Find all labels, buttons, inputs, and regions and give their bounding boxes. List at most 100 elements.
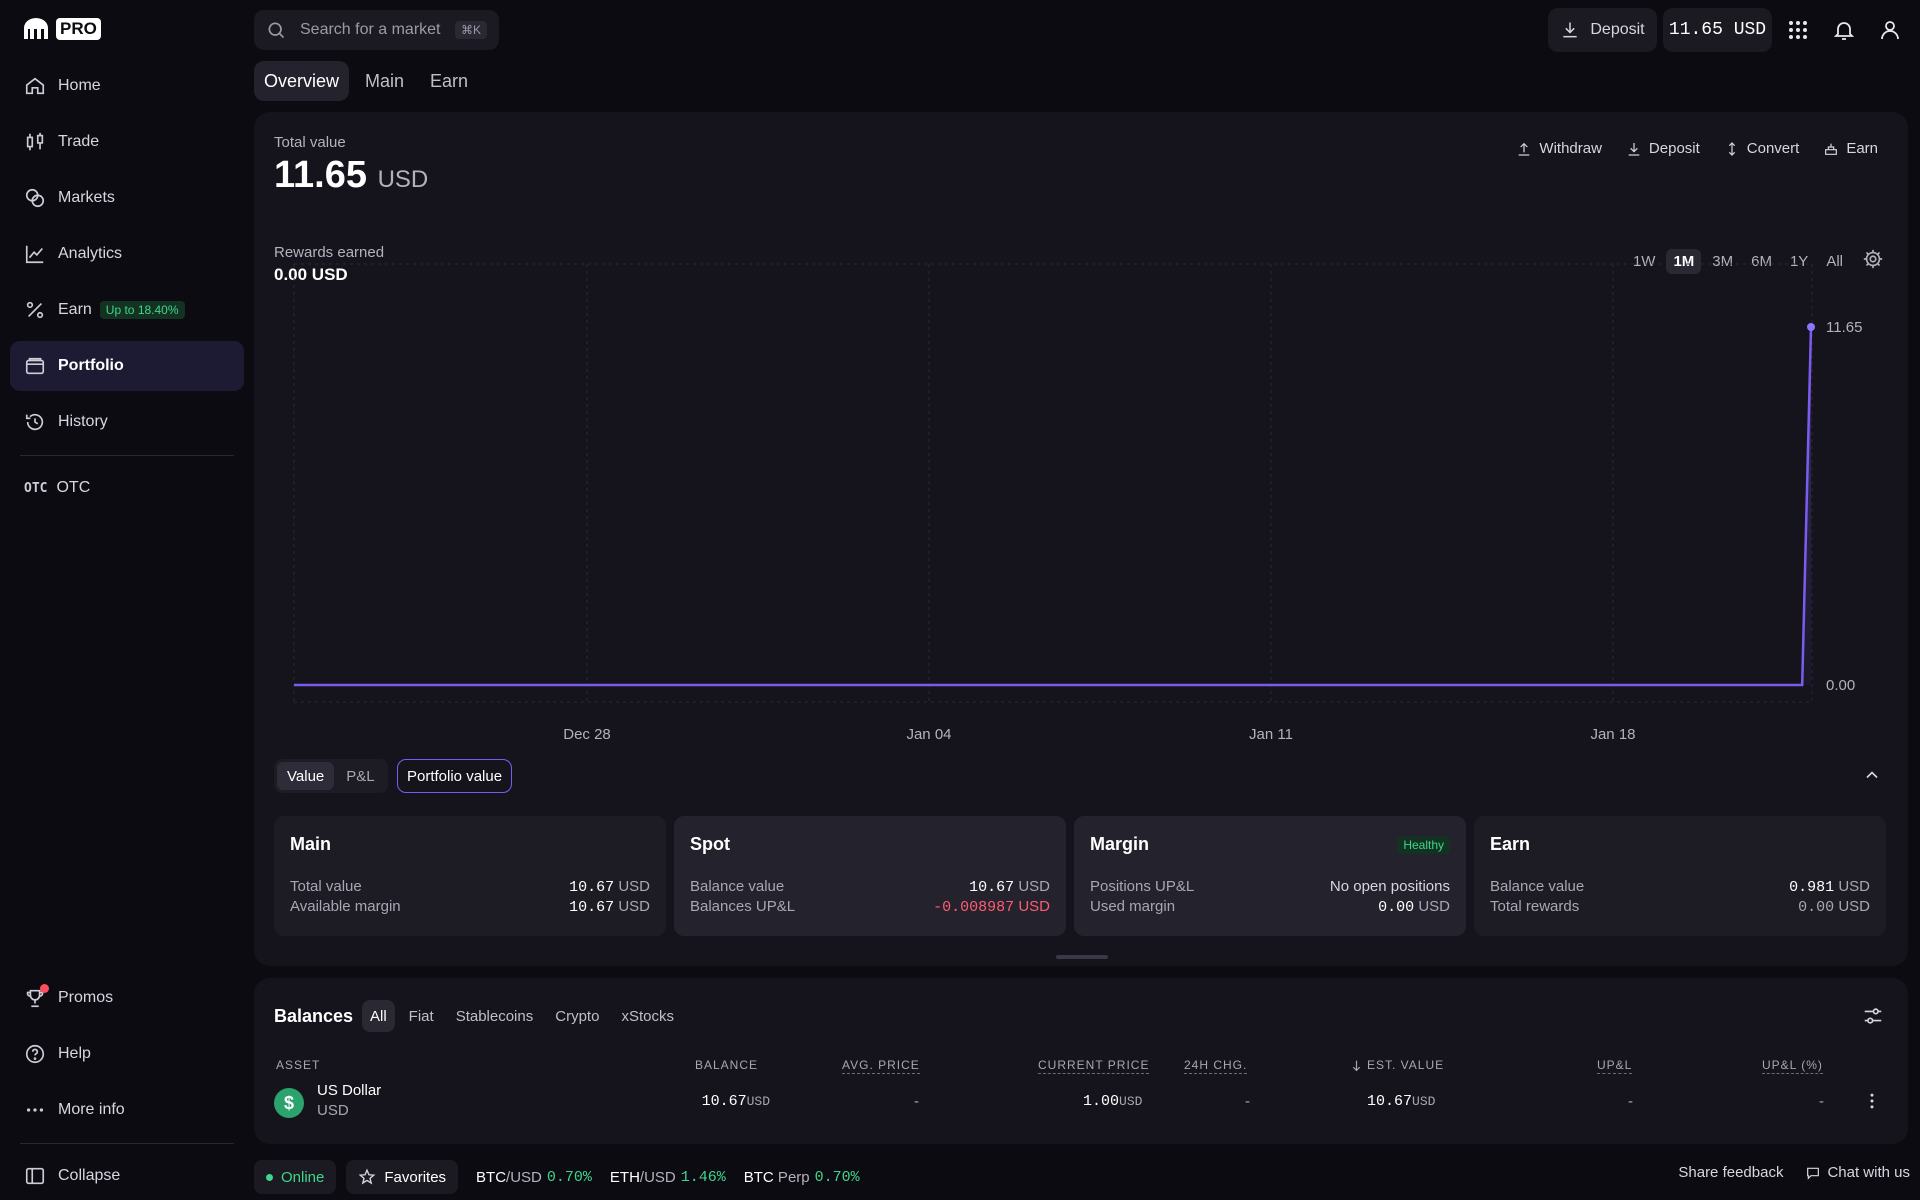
sidebar-item-trade[interactable]: Trade xyxy=(10,117,244,167)
main-summary-card[interactable]: Main Total value 10.67 USD Available mar… xyxy=(274,816,666,936)
avg-price-cell: - xyxy=(914,1093,919,1110)
column-asset[interactable]: ASSET xyxy=(276,1058,321,1072)
ticker-btc-usd[interactable]: BTC/USD 0.70% xyxy=(476,1169,592,1186)
column-24h-change[interactable]: 24H CHG. xyxy=(1184,1058,1248,1074)
chat-button[interactable]: Chat with us xyxy=(1805,1164,1910,1181)
filter-stablecoins[interactable]: Stablecoins xyxy=(455,1007,534,1025)
value-number: 10.67 xyxy=(969,879,1015,896)
column-balance[interactable]: BALANCE xyxy=(695,1058,759,1072)
ticker-btc-perp[interactable]: BTC Perp 0.70% xyxy=(744,1169,860,1186)
status-label: Online xyxy=(281,1168,325,1186)
sidebar-item-label: Promos xyxy=(58,989,114,1006)
earn-action-button[interactable]: Earn xyxy=(1823,140,1878,157)
portfolio-value-chart[interactable]: Dec 28 Jan 04 Jan 11 Jan 18 11.65 0.00 xyxy=(254,112,1908,752)
deposit-button[interactable]: Deposit xyxy=(1548,8,1657,52)
status-bar: Online Favorites BTC/USD 0.70% ETH/USD 1… xyxy=(254,1160,860,1194)
withdraw-button[interactable]: Withdraw xyxy=(1516,140,1602,157)
filter-xstocks[interactable]: xStocks xyxy=(621,1007,674,1025)
portfolio-value-button[interactable]: Portfolio value xyxy=(397,759,513,793)
ticker-change: 1.46% xyxy=(680,1168,726,1186)
value-unit: USD xyxy=(1018,898,1050,915)
column-avg-price[interactable]: AVG. PRICE xyxy=(842,1058,920,1074)
apps-grid-icon[interactable] xyxy=(1782,14,1814,46)
resize-handle[interactable] xyxy=(1056,955,1108,959)
sidebar-item-promos[interactable]: Promos xyxy=(10,973,244,1023)
spot-summary-card[interactable]: Spot Balance value 10.67 USD Balances UP… xyxy=(674,816,1066,936)
range-1y[interactable]: 1Y xyxy=(1789,252,1809,270)
sidebar-item-home[interactable]: Home xyxy=(10,61,244,111)
chart-grid xyxy=(293,263,1813,703)
deposit-action-button[interactable]: Deposit xyxy=(1626,140,1700,157)
sidebar-item-label: Home xyxy=(58,77,101,94)
sidebar-item-more-info[interactable]: More info xyxy=(10,1085,244,1135)
swap-vertical-icon xyxy=(1728,141,1735,156)
column-upl[interactable]: UP&L xyxy=(1597,1058,1633,1074)
account-balance-button[interactable]: 11.65 USD xyxy=(1663,8,1772,52)
range-1m[interactable]: 1M xyxy=(1666,248,1702,274)
chat-label: Chat with us xyxy=(1827,1164,1910,1181)
tab-earn[interactable]: Earn xyxy=(430,70,469,91)
kraken-pro-logo[interactable]: PRO xyxy=(22,18,101,40)
sidebar-item-collapse[interactable]: Collapse xyxy=(10,1151,244,1200)
row-value: 10.67 USD xyxy=(969,878,1050,896)
filter-fiat[interactable]: Fiat xyxy=(408,1007,434,1025)
ticker-pair: BTC Perp xyxy=(744,1169,810,1186)
share-feedback-link[interactable]: Share feedback xyxy=(1678,1164,1784,1181)
ticker-eth-usd[interactable]: ETH/USD 1.46% xyxy=(610,1169,726,1186)
margin-summary-card[interactable]: Margin Healthy Positions UP&L No open po… xyxy=(1074,816,1466,936)
user-icon[interactable] xyxy=(1874,14,1906,46)
column-upl-pct[interactable]: UP&L (%) xyxy=(1762,1058,1823,1074)
value-number: 10.67 xyxy=(569,879,615,896)
sidebar-item-earn[interactable]: Earn Up to 18.40% xyxy=(10,285,244,335)
favorites-button[interactable]: Favorites xyxy=(346,1160,459,1194)
sidebar-item-label: Markets xyxy=(58,189,115,206)
row-label: Available margin xyxy=(290,898,401,915)
filter-all[interactable]: All xyxy=(362,1000,395,1032)
cell-unit: USD xyxy=(746,1094,770,1109)
cell-unit: USD xyxy=(1119,1094,1143,1109)
sidebar-item-portfolio[interactable]: Portfolio xyxy=(10,341,244,391)
chevron-up-icon[interactable] xyxy=(1862,765,1882,789)
sidebar-item-markets[interactable]: Markets xyxy=(10,173,244,223)
column-current-price[interactable]: CURRENT PRICE xyxy=(1038,1058,1150,1074)
last-point-marker[interactable] xyxy=(1807,323,1815,331)
range-1w[interactable]: 1W xyxy=(1632,252,1656,270)
convert-button[interactable]: Convert xyxy=(1724,140,1799,157)
change-24h-cell: - xyxy=(1245,1093,1250,1110)
line-chart-icon xyxy=(24,243,46,265)
row-menu-icon[interactable] xyxy=(1862,1091,1882,1115)
chart-x-axis: Dec 28 Jan 04 Jan 11 Jan 18 xyxy=(563,726,1635,743)
row-label: Total rewards xyxy=(1490,898,1580,915)
column-label: EST. VALUE xyxy=(1367,1058,1445,1072)
earn-summary-card[interactable]: Earn Balance value 0.981 USD Total rewar… xyxy=(1474,816,1886,936)
connection-status[interactable]: Online xyxy=(254,1160,337,1194)
summary-row: Balance value 10.67 USD xyxy=(690,878,1050,896)
total-value: 11.65 USD xyxy=(274,154,428,197)
row-label: Balance value xyxy=(690,878,785,895)
column-est-value[interactable]: EST. VALUE xyxy=(1350,1058,1444,1072)
sidebar-item-otc[interactable]: OTC OTC xyxy=(10,463,244,513)
sidebar-item-analytics[interactable]: Analytics xyxy=(10,229,244,279)
total-value-amount: 11.65 xyxy=(274,154,367,196)
row-label: Used margin xyxy=(1090,898,1176,915)
chart-settings-icon[interactable] xyxy=(1854,248,1884,274)
tab-main[interactable]: Main xyxy=(365,70,405,91)
ticker-change: 0.70% xyxy=(546,1168,592,1186)
account-actions: Withdraw Deposit Convert Earn xyxy=(1516,140,1878,157)
bell-icon[interactable] xyxy=(1828,14,1860,46)
sidebar-item-history[interactable]: History xyxy=(10,397,244,447)
market-search[interactable]: Search for a market ⌘K xyxy=(254,10,499,50)
range-all[interactable]: All xyxy=(1826,252,1843,270)
value-number: 10.67 xyxy=(569,899,615,916)
value-toggle[interactable]: Value xyxy=(277,762,335,790)
tab-overview[interactable]: Overview xyxy=(254,61,350,101)
range-3m[interactable]: 3M xyxy=(1712,252,1734,270)
row-label: Balances UP&L xyxy=(690,898,796,915)
sliders-icon[interactable] xyxy=(1862,1005,1884,1031)
pnl-toggle[interactable]: P&L xyxy=(346,767,375,785)
sidebar-item-help[interactable]: Help xyxy=(10,1029,244,1079)
row-label: Total value xyxy=(290,878,362,895)
range-6m[interactable]: 6M xyxy=(1751,252,1772,270)
chat-icon xyxy=(1807,1167,1820,1180)
filter-crypto[interactable]: Crypto xyxy=(555,1007,600,1025)
